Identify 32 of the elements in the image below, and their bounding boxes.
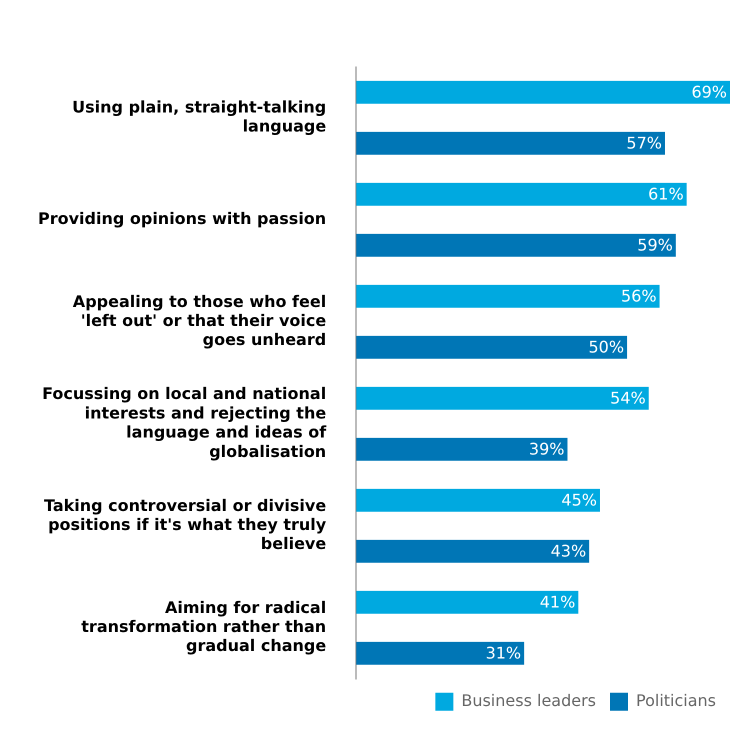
bar [356,284,660,308]
bar [356,132,665,155]
bar [356,182,687,206]
bar [356,234,676,257]
bar [356,438,568,461]
data-label: 56% [621,286,657,306]
bar [356,540,590,563]
bar [356,488,600,512]
data-label: 45% [561,490,597,510]
data-label: 31% [486,643,522,662]
data-label: 39% [528,439,564,458]
data-label: 43% [550,541,586,560]
y-tick-label: Using plain, straight-talking language [72,97,326,136]
data-label: 61% [648,184,684,204]
y-tick-label: Providing opinions with passion [38,208,326,228]
legend-label: Business leaders [461,690,596,710]
bar [356,642,524,665]
data-label: 54% [610,388,646,408]
bar [356,80,730,104]
legend-label: Politicians [636,690,716,710]
bar [356,336,628,359]
y-tick-label: Taking controversial or divisive positions if it's what they truly believe [44,496,327,554]
bar [356,590,578,614]
y-tick-label: Aiming for radical transformation rather than gradual change [81,598,326,656]
data-label: 41% [540,592,576,612]
data-label: 50% [588,337,624,356]
y-tick-label: Appealing to those who feel 'left out' or that their voice goes unheard [72,292,326,350]
bar [356,386,649,410]
y-tick-label: Focussing on local and national interests and rejecting the language and ideas of globalisation [42,384,328,461]
data-label: 59% [637,235,673,254]
data-label: 69% [691,82,727,102]
data-label: 57% [626,133,662,152]
